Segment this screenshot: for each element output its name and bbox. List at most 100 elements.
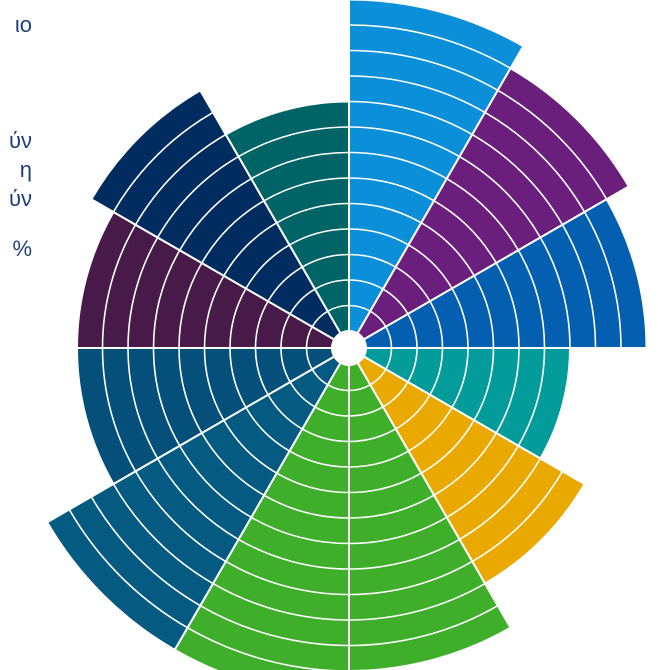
ring-divider: [127, 347, 159, 459]
ring-divider: [348, 202, 422, 224]
ring-divider: [314, 406, 350, 417]
ring-divider: [471, 470, 564, 563]
cropped-side-text: ιο ύν η ύν %: [0, 0, 40, 300]
chart-sector-10: [75, 210, 336, 349]
ring-divider: [408, 407, 453, 452]
ring-divider: [201, 432, 265, 496]
ring-divider: [348, 24, 511, 69]
ring-divider: [238, 538, 350, 570]
ring-divider: [433, 432, 497, 496]
ring-divider: [446, 445, 520, 519]
ring-divider: [433, 200, 497, 264]
ring-divider: [267, 266, 303, 302]
side-text-line-1: ιο: [14, 12, 32, 37]
chart-sector-1: [348, 0, 525, 335]
chart-sector-9: [75, 347, 336, 486]
ring-divider: [459, 458, 542, 541]
ring-divider: [420, 419, 475, 474]
ring-divider: [348, 450, 409, 468]
ring-divider: [254, 300, 269, 349]
ring-divider: [314, 279, 350, 290]
ring-divider: [348, 126, 460, 158]
ring-divider: [471, 133, 564, 226]
ring-divider: [348, 538, 460, 570]
ring-divider: [395, 394, 431, 430]
ring-divider: [348, 228, 409, 246]
ring-divider: [280, 347, 291, 383]
ring-divider: [178, 445, 252, 519]
ring-divider: [395, 266, 431, 302]
ring-divider: [561, 224, 597, 349]
center-hole: [332, 331, 366, 365]
ring-divider: [348, 428, 397, 443]
ring-divider: [348, 279, 384, 290]
ring-divider: [348, 253, 397, 268]
ring-divider: [348, 177, 435, 202]
ring-divider: [223, 419, 278, 474]
ring-divider: [517, 347, 546, 447]
ring-divider: [420, 222, 475, 277]
ring-divider: [408, 244, 453, 289]
ring-divider: [225, 560, 350, 596]
ring-divider: [250, 151, 350, 180]
ring-divider: [348, 49, 499, 92]
ring-divider: [289, 228, 350, 246]
chart-sector-8: [45, 355, 342, 652]
ring-divider: [451, 288, 469, 349]
ring-divider: [199, 604, 350, 647]
ring-divider: [289, 450, 350, 468]
ring-divider: [112, 483, 214, 585]
ring-divider: [276, 472, 350, 494]
ring-divider: [156, 458, 239, 541]
ring-divider: [517, 249, 546, 349]
ring-divider: [451, 347, 469, 408]
ring-divider: [229, 347, 247, 408]
ring-divider: [348, 582, 486, 621]
ring-divider: [429, 347, 444, 396]
ring-divider: [473, 275, 495, 349]
ring-divider: [134, 470, 227, 563]
side-text-line-3: η: [19, 157, 32, 182]
ring-divider: [429, 300, 444, 349]
ring-divider: [267, 394, 303, 430]
ring-divider: [212, 582, 350, 621]
ring-divider: [263, 177, 350, 202]
ring-divider: [152, 347, 181, 447]
ring-divider: [203, 347, 225, 421]
ring-divider: [495, 262, 520, 349]
ring-divider: [263, 494, 350, 519]
ring-divider: [152, 249, 181, 349]
side-text-line-4: ύν: [8, 186, 32, 211]
ring-divider: [178, 262, 203, 349]
ring-divider: [156, 155, 239, 238]
side-text-line-5: %: [12, 236, 32, 261]
ring-divider: [250, 516, 350, 545]
ring-divider: [187, 627, 340, 670]
ring-divider: [134, 133, 227, 226]
ring-divider: [583, 211, 622, 349]
ring-divider: [280, 313, 291, 349]
side-text-line-2: ύν: [8, 128, 32, 153]
ring-divider: [254, 347, 269, 396]
ring-divider: [348, 604, 499, 647]
ring-divider: [348, 75, 486, 114]
ring-divider: [484, 111, 586, 213]
ring-divider: [382, 288, 409, 315]
ring-divider: [407, 313, 418, 349]
ring-divider: [90, 496, 201, 607]
ring-divider: [348, 100, 473, 136]
ring-divider: [178, 177, 252, 251]
ring-divider: [178, 347, 203, 434]
ring-divider: [112, 111, 214, 213]
ring-divider: [101, 224, 137, 349]
ring-divider: [348, 151, 448, 180]
ring-divider: [127, 237, 159, 349]
ring-divider: [495, 347, 520, 434]
ring-divider: [539, 237, 571, 349]
ring-divider: [348, 406, 384, 417]
ring-divider: [201, 200, 265, 264]
ring-divider: [101, 347, 137, 472]
ring-divider: [348, 472, 422, 494]
ring-divider: [301, 253, 350, 268]
